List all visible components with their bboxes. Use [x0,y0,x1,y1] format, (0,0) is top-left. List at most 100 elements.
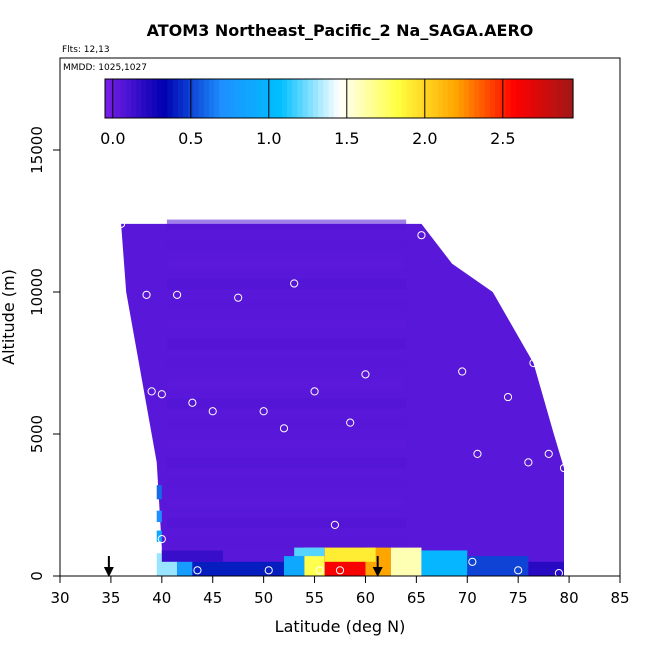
sample-point [234,293,243,302]
sample-point [458,367,467,376]
colorbar-segment [115,79,122,118]
colorbar-segment [484,79,491,118]
x-tick-label: 50 [254,589,273,607]
sample-point [514,566,523,575]
colorbar-segment [375,79,382,118]
colorbar-segment [193,79,200,118]
heatmap-cell [421,550,468,576]
plot-frame [59,57,621,577]
sample-point [127,367,136,376]
sample-point [473,449,482,458]
y-tick-label: 10000 [28,268,46,316]
heatmap-band [166,299,407,310]
flights-note: Flts: 12,13 [62,45,110,55]
heatmap-band [166,418,407,429]
x-tick-label: 70 [458,589,477,607]
colorbar-segment [380,79,387,118]
colorbar-segment [505,79,512,118]
colorbar-segment [203,79,210,118]
y-tick-label: 15000 [28,126,46,174]
colorbar-segment [552,79,558,118]
colorbar-segment [313,79,319,118]
sample-point [157,534,166,544]
colorbar-segment [297,79,304,118]
sample-point [157,390,166,399]
heatmap-band [166,239,407,250]
heatmap-cell [324,547,376,562]
heatmap-cell [192,561,284,576]
colorbar-frame [104,78,574,119]
x-tick-label: 85 [610,589,629,607]
colorbar-segment [370,79,376,118]
colorbar-segment [541,79,548,118]
heatmap-band [166,279,407,290]
heatmap-cell [294,547,325,557]
chart-title: ATOM3 Northeast_Pacific_2 Na_SAGA.AERO [147,21,534,40]
sample-point [468,557,477,566]
x-tick-label: 30 [50,589,69,607]
colorbar-segment [562,79,569,118]
sample-point [264,566,273,575]
sample-point [116,219,126,228]
x-tick-label: 55 [305,589,324,607]
colorbar-segment [261,79,267,118]
colorbar-segment [131,79,137,118]
colorbar-segment [318,79,324,118]
colorbar-segment [146,79,153,118]
heatmap-cell [390,547,422,576]
colorbar-segment [229,79,236,118]
sample-point [188,398,197,407]
heatmap-cell [156,510,162,523]
colorbar-segment [302,79,309,118]
heatmap-band [166,259,407,270]
colorbar-segment [141,79,148,118]
colorbar-tick-label: 0.0 [100,129,125,148]
heatmap-band [166,219,407,230]
sample-point [259,407,268,416]
x-axis-label: Latitude (deg N) [275,617,406,636]
date-note: MMDD: 1025,1027 [63,63,147,73]
colorbar-segment [245,79,252,118]
colorbar: 0.0 0.5 1.0 1.5 2.0 2.5 [100,78,574,148]
sample-point [544,449,553,458]
colorbar-segment [458,79,465,118]
sample-point [488,279,497,288]
heatmap-cell [284,556,305,576]
sample-point [208,407,217,416]
colorbar-segment [177,79,184,118]
colorbar-segment [281,79,288,118]
y-tick-label: 0 [28,571,46,581]
colorbar-segment [105,79,111,118]
colorbar-segment [287,79,293,118]
heatmap-band [166,478,407,488]
sample-point [172,290,182,299]
colorbar-segment [276,79,283,118]
x-tick-label: 45 [203,589,222,607]
sample-point [279,424,289,433]
flight-arrowhead [372,567,383,577]
colorbar-segment [255,79,262,118]
x-tick-label: 65 [407,589,426,607]
colorbar-segment [495,79,501,118]
colorbar-segment [136,79,142,118]
colorbar-segment [224,79,231,118]
colorbar-segment [214,79,220,118]
sample-point [142,441,151,450]
colorbar-segment [354,79,361,118]
colorbar-segment [453,79,460,118]
colorbar-segment [432,79,439,118]
colorbar-segment [417,79,423,118]
x-tick-label: 40 [152,589,171,607]
colorbar-segment [162,79,168,118]
colorbar-segment [515,79,522,118]
heatmap-band [166,378,407,389]
x-tick-label: 80 [560,589,579,607]
colorbar-segment [521,79,527,118]
colorbar-segment [531,79,538,118]
heatmap-band [166,537,407,548]
colorbar-segment [235,79,241,118]
heatmap-cell [161,550,223,562]
colorbar-segment [479,79,486,118]
colorbar-segment [443,79,449,118]
